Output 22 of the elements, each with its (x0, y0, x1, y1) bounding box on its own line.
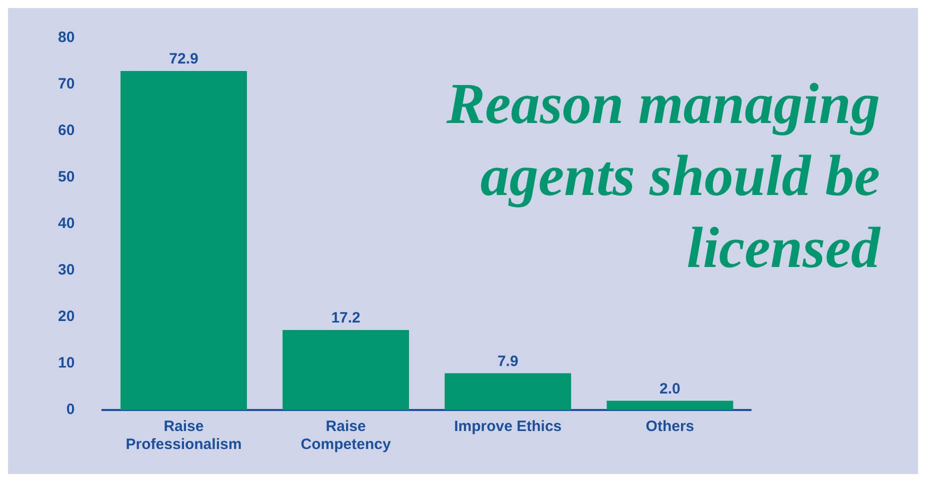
data-label: 17.2 (331, 310, 360, 327)
data-label: 2.0 (660, 380, 680, 398)
x-tick-label: Raise Competency (300, 418, 392, 454)
bar (120, 71, 247, 410)
y-tick-label: 30 (58, 262, 75, 279)
y-tick-label: 80 (58, 29, 75, 46)
x-tick-label: Others (646, 418, 694, 436)
y-tick-label: 50 (58, 168, 75, 186)
bar (282, 330, 410, 410)
y-tick-label: 60 (58, 122, 75, 140)
data-label: 72.9 (169, 50, 198, 68)
bar (606, 400, 734, 410)
data-label: 7.9 (497, 352, 518, 370)
y-tick-label: 70 (58, 76, 75, 93)
y-tick-label: 20 (58, 308, 75, 326)
text: Reason managing agents should be licensed (446, 70, 880, 282)
y-tick-label: 10 (58, 354, 75, 372)
x-tick-label: Improve Ethics (454, 418, 562, 436)
y-tick-label: 40 (58, 215, 75, 232)
bar (444, 373, 572, 410)
y-tick-label: 0 (66, 401, 75, 418)
x-tick-label: Raise Professionalism (126, 418, 242, 454)
